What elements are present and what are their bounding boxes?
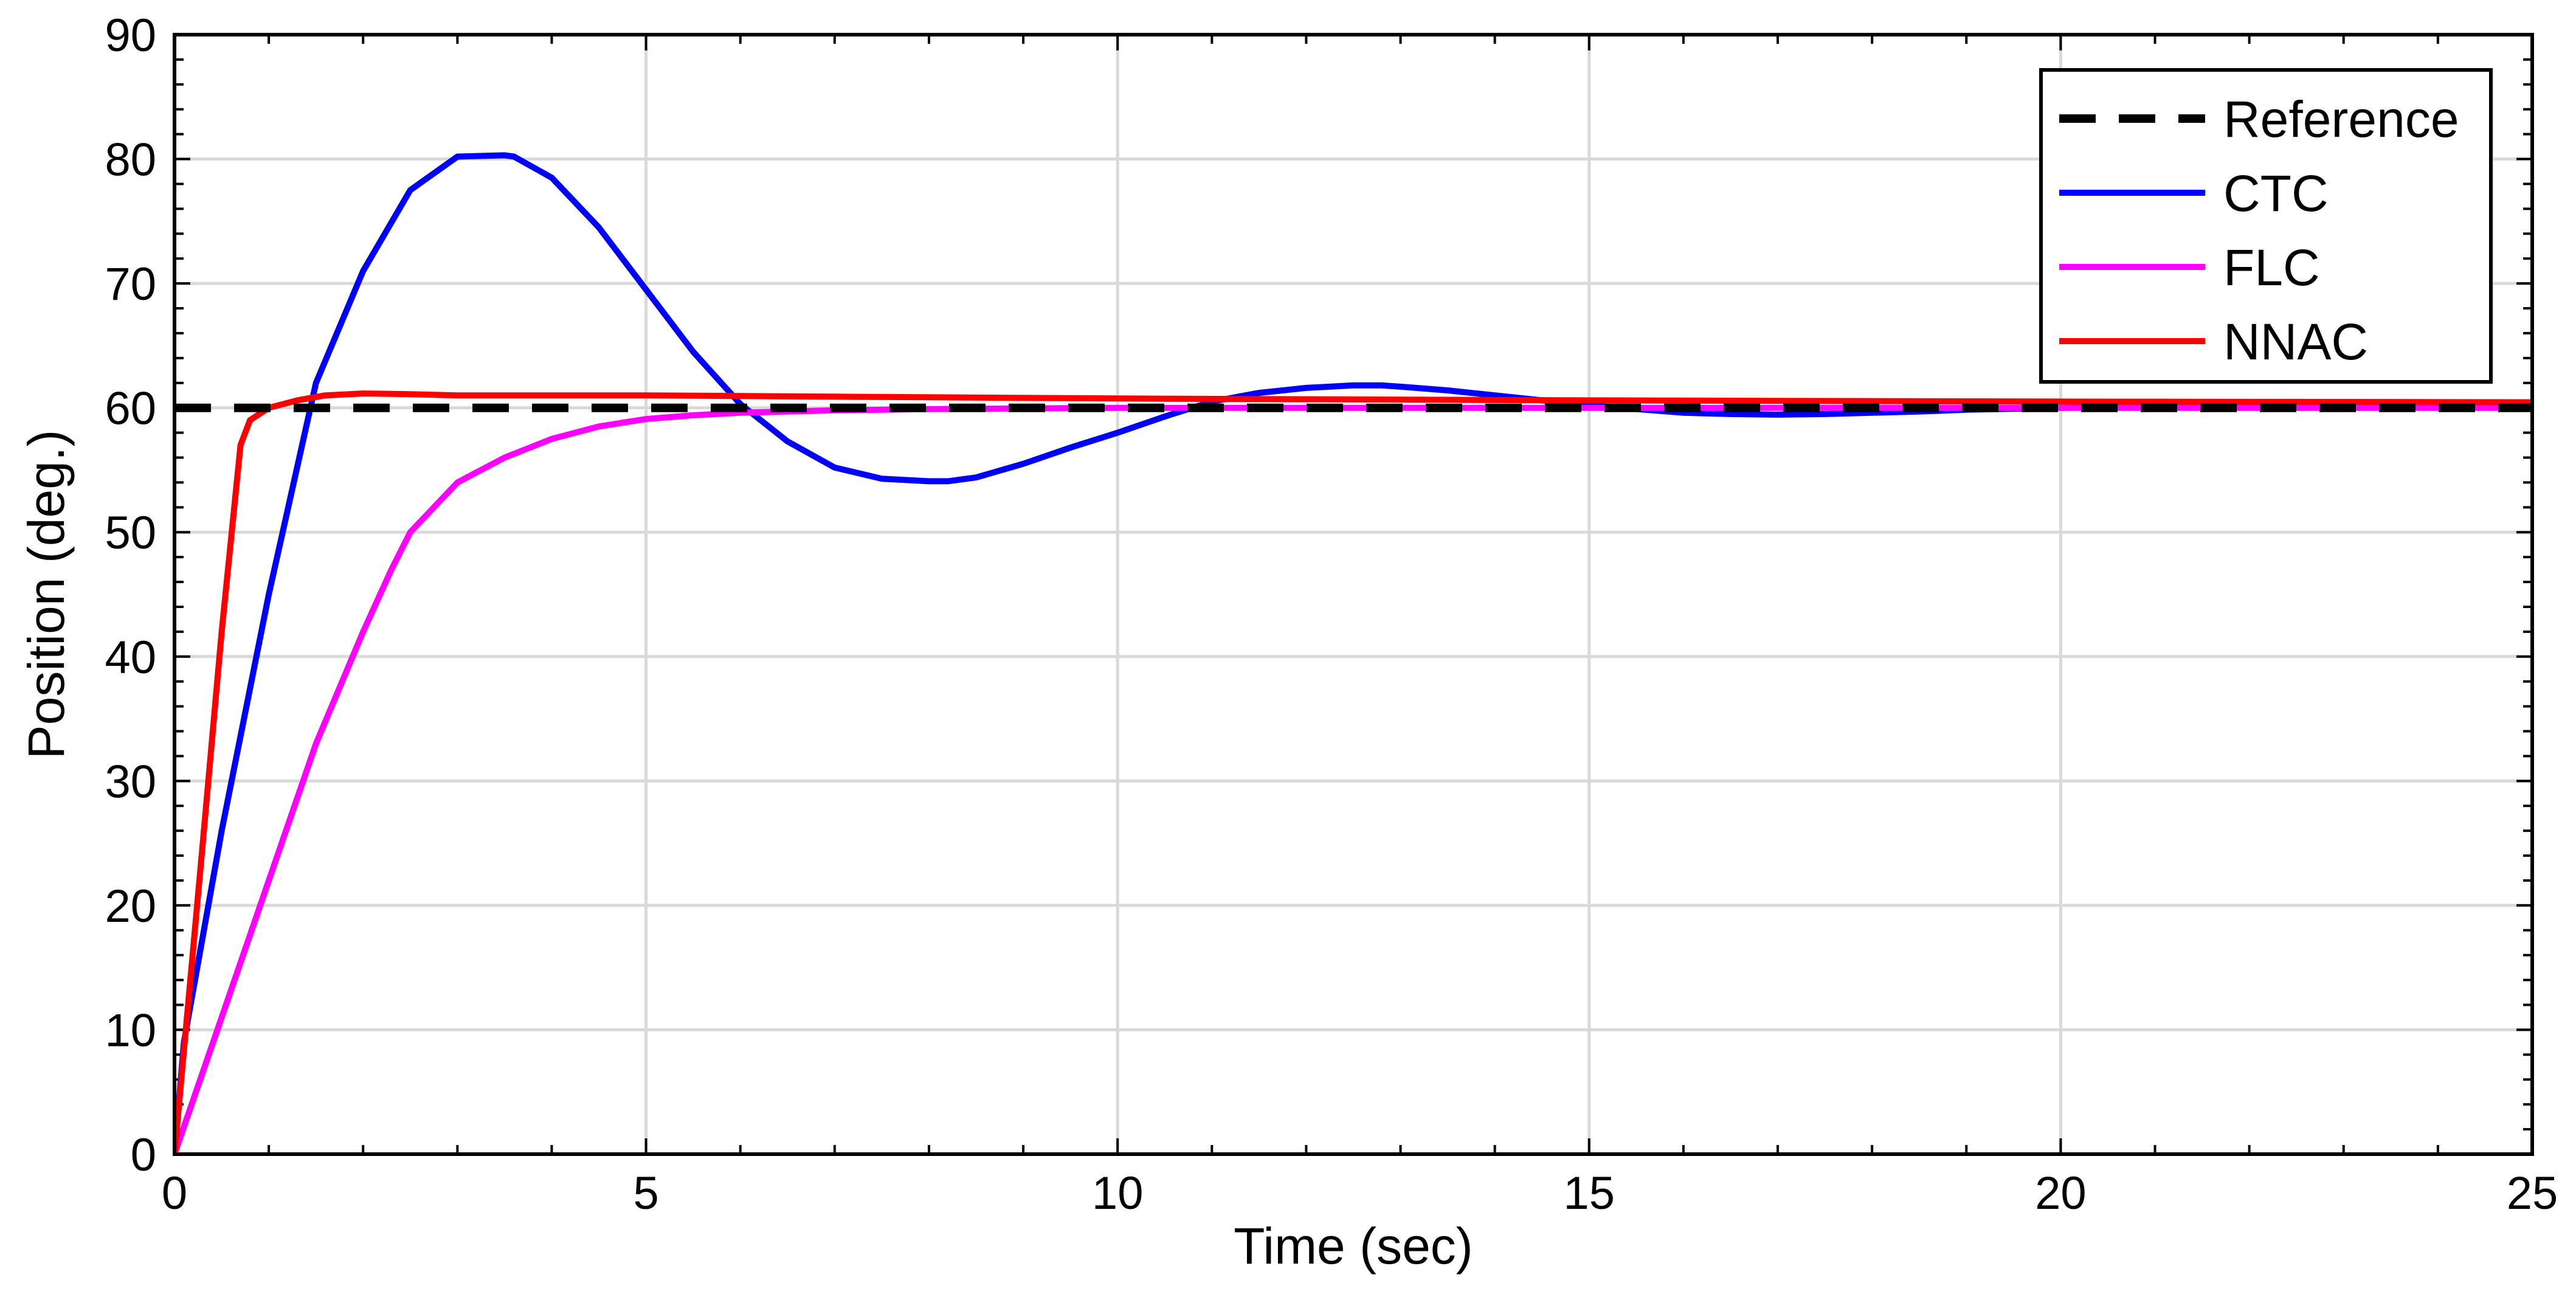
series-line-nnac: [174, 390, 2532, 1154]
legend-label-ctc: CTC: [2223, 165, 2329, 222]
legend: Reference CTC FLC NNAC: [2039, 68, 2493, 384]
x-tick-label: 5: [633, 1168, 658, 1219]
legend-label-reference: Reference: [2223, 91, 2459, 148]
y-tick-label: 10: [105, 1005, 156, 1056]
y-tick-label: 0: [131, 1129, 156, 1181]
x-axis-label: Time (sec): [1234, 1217, 1473, 1275]
y-tick-label: 50: [105, 507, 156, 559]
y-tick-label: 80: [105, 134, 156, 186]
x-tick-label: 20: [2035, 1168, 2087, 1219]
series-line-ctc: [174, 152, 2532, 1154]
x-tick-labels: 0 5 10 15 20 25: [162, 1168, 2558, 1219]
plot-frame: [173, 33, 2534, 1156]
series-lines: [174, 152, 2532, 1154]
y-tick-label: 40: [105, 632, 156, 683]
x-tick-label: 25: [2507, 1168, 2558, 1219]
y-tick-label: 60: [105, 383, 156, 435]
x-tick-label: 0: [162, 1168, 187, 1219]
x-tick-label: 15: [1564, 1168, 1615, 1219]
y-tick-label: 90: [105, 10, 156, 61]
y-tick-label: 70: [105, 258, 156, 310]
y-tick-label: 30: [105, 756, 156, 808]
legend-label-nnac: NNAC: [2223, 313, 2368, 370]
y-axis-label: Position (deg.): [18, 430, 75, 759]
legend-box: [2039, 68, 2493, 384]
x-tick-label: 10: [1092, 1168, 1144, 1219]
legend-label-flc: FLC: [2223, 239, 2320, 296]
y-tick-labels: 0 10 20 30 40 50 60 70 80 90: [105, 10, 156, 1181]
y-tick-label: 20: [105, 881, 156, 932]
